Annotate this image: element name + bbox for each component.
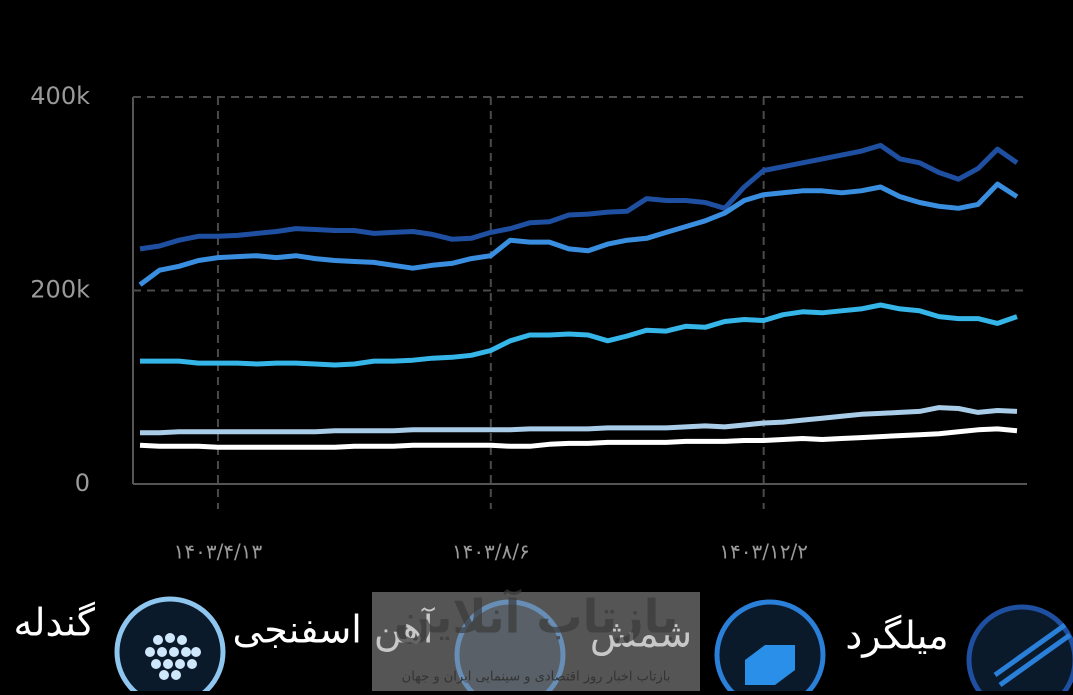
series-line bbox=[139, 142, 1019, 252]
billet-icon bbox=[745, 645, 795, 685]
watermark-subtitle: بازتاب اخبار روز اقتصادی و سینمایی ایران… bbox=[402, 670, 671, 685]
y-tick-label: 0 bbox=[75, 469, 90, 497]
tab-icon[interactable] bbox=[966, 604, 1073, 695]
tab-label[interactable]: میلگرد bbox=[845, 614, 948, 659]
tab-label[interactable]: گندله bbox=[14, 601, 96, 645]
series-line bbox=[140, 405, 1018, 436]
x-tick-label: ۱۴۰۳/۸/۶ bbox=[452, 540, 530, 564]
watermark-title: بازتاب آنلاین bbox=[394, 589, 678, 644]
rebar-icon bbox=[993, 622, 1072, 688]
x-tick-label: ۱۴۰۳/۱۲/۲ bbox=[719, 540, 808, 564]
series-line bbox=[140, 302, 1018, 368]
y-tick-label: 400k bbox=[30, 82, 90, 110]
y-tick-label: 200k bbox=[30, 276, 90, 304]
series-line bbox=[139, 426, 1018, 450]
pellets-icon bbox=[145, 633, 201, 680]
tab-icon[interactable] bbox=[114, 596, 226, 695]
x-tick-label: ۱۴۰۳/۴/۱۳ bbox=[174, 540, 263, 564]
series-line bbox=[138, 181, 1019, 287]
watermark-box bbox=[372, 592, 700, 691]
